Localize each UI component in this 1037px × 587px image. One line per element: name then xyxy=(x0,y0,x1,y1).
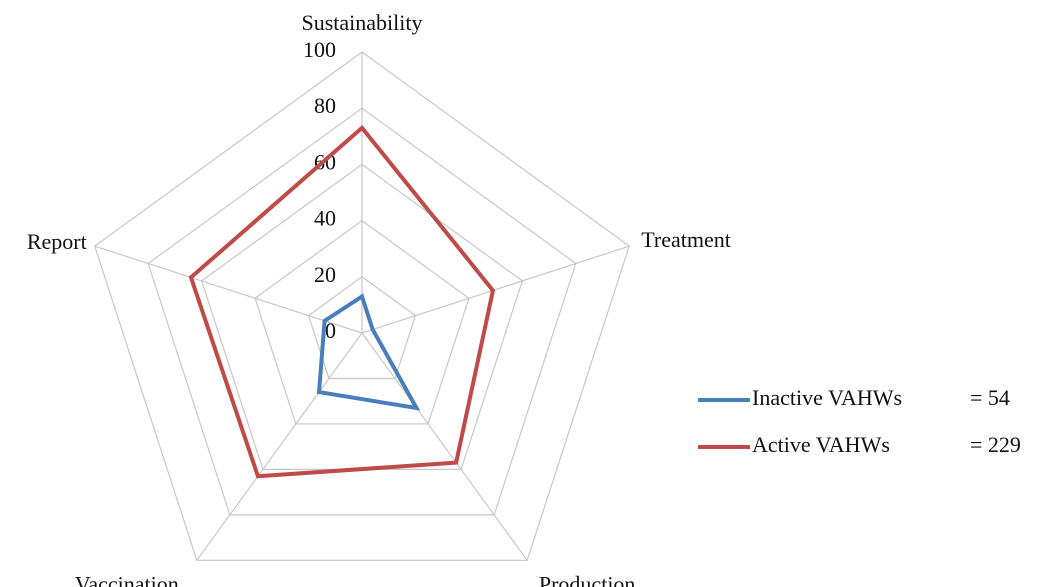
legend-note: = 54 xyxy=(970,385,1010,410)
legend-label: Active VAHWs xyxy=(752,432,890,457)
category-label: Report xyxy=(27,229,87,254)
r-tick-label: 0 xyxy=(325,318,336,343)
spoke xyxy=(361,332,528,561)
series-line xyxy=(188,124,496,479)
grid-line xyxy=(147,107,577,516)
r-tick-label: 80 xyxy=(314,93,336,118)
category-label: Vaccination xyxy=(75,571,179,587)
legend-note: = 229 xyxy=(970,432,1021,457)
r-tick-label: 40 xyxy=(314,206,336,231)
spoke xyxy=(94,245,363,334)
grid-line xyxy=(254,219,470,425)
grid-line xyxy=(94,51,630,561)
category-label: Treatment xyxy=(641,227,731,252)
category-label: Sustainability xyxy=(302,10,423,35)
spoke xyxy=(196,332,363,561)
r-tick-label: 20 xyxy=(314,262,336,287)
r-tick-label: 100 xyxy=(303,37,336,62)
grid-line xyxy=(307,276,417,380)
legend-label: Inactive VAHWs xyxy=(752,385,902,410)
category-label: Production xyxy=(539,571,636,587)
series-line xyxy=(316,293,421,411)
spoke xyxy=(361,245,630,334)
